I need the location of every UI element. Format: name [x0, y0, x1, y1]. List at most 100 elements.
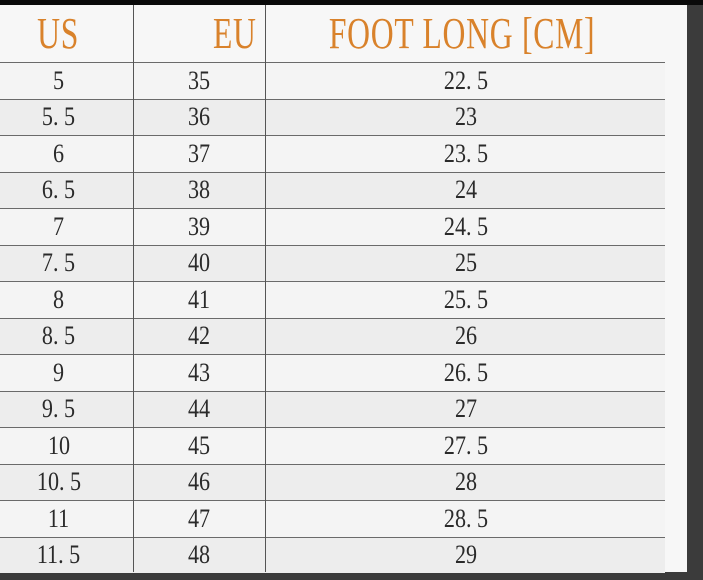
cell-text: 48	[187, 540, 211, 570]
cell-text: 39	[187, 211, 211, 241]
cell-text: 25. 5	[443, 284, 488, 314]
cell-text: 6	[52, 138, 65, 168]
cell-text: 35	[187, 65, 211, 95]
cell-eu: 42	[133, 319, 265, 355]
top-border	[0, 0, 703, 5]
cell-text: 7. 5	[41, 248, 76, 278]
cell-foot-length: 24. 5	[266, 209, 665, 245]
cell-eu: 37	[133, 136, 265, 172]
cell-foot-length: 28. 5	[266, 501, 665, 537]
table-row: 7 39 24. 5	[0, 208, 665, 245]
cell-text: 24	[454, 175, 477, 205]
cell-eu: 39	[133, 209, 265, 245]
cell-eu: 36	[133, 100, 265, 136]
cell-text: 11. 5	[36, 540, 81, 570]
table-row: 6. 5 38 24	[0, 171, 665, 209]
cell-text: 25	[454, 248, 477, 278]
cell-text: 9	[52, 357, 65, 387]
cell-text: 8. 5	[41, 321, 76, 351]
cell-text: 10. 5	[36, 467, 81, 497]
cell-us: 9. 5	[0, 392, 117, 428]
cell-foot-length: 23. 5	[266, 136, 665, 172]
table-row: 8 41 25. 5	[0, 281, 665, 318]
cell-foot-length: 25. 5	[266, 282, 665, 318]
cell-text: 24. 5	[443, 211, 488, 241]
table-row: 11. 5 48 29	[0, 536, 665, 574]
column-divider	[133, 5, 134, 572]
table-row: 9 43 26. 5	[0, 354, 665, 391]
table-row: 8. 5 42 26	[0, 317, 665, 355]
cell-foot-length: 24	[266, 173, 665, 209]
cell-us: 7. 5	[0, 246, 117, 282]
cell-text: 23	[454, 102, 477, 132]
cell-eu: 47	[133, 501, 265, 537]
cell-text: 10	[47, 430, 70, 460]
cell-us: 8	[0, 282, 117, 318]
cell-text: 22. 5	[443, 65, 488, 95]
cell-text: 36	[187, 102, 211, 132]
cell-eu: 35	[133, 63, 265, 99]
cell-text: 26. 5	[443, 357, 488, 387]
table-row: 9. 5 44 27	[0, 390, 665, 428]
cell-text: 5	[52, 65, 65, 95]
cell-text: 47	[187, 503, 211, 533]
cell-text: 26	[454, 321, 477, 351]
table-row: 5. 5 36 23	[0, 98, 665, 136]
cell-us: 10	[0, 428, 117, 464]
cell-eu: 44	[133, 392, 265, 428]
cell-foot-length: 23	[266, 100, 665, 136]
cell-text: 40	[187, 248, 211, 278]
cell-text: 43	[187, 357, 211, 387]
cell-us: 6	[0, 136, 117, 172]
cell-foot-length: 27	[266, 392, 665, 428]
cell-us: 5	[0, 63, 117, 99]
cell-text: 27. 5	[443, 430, 488, 460]
cell-eu: 45	[133, 428, 265, 464]
cell-foot-length: 29	[266, 538, 665, 574]
size-table-body: 5 35 22. 5 5. 5 36 23 6 37 23. 5 6. 5 38 24 7 39 24. 5…	[0, 62, 665, 573]
cell-text: 23. 5	[443, 138, 488, 168]
cell-text: 46	[187, 467, 211, 497]
header-us: US	[37, 9, 80, 58]
cell-foot-length: 27. 5	[266, 428, 665, 464]
cell-eu: 38	[133, 173, 265, 209]
cell-text: 9. 5	[41, 394, 76, 424]
cell-eu: 43	[133, 355, 265, 391]
cell-text: 28	[454, 467, 477, 497]
cell-us: 6. 5	[0, 173, 117, 209]
table-row: 10. 5 46 28	[0, 463, 665, 501]
cell-text: 27	[454, 394, 477, 424]
cell-us: 5. 5	[0, 100, 117, 136]
column-divider	[265, 5, 266, 572]
cell-us: 10. 5	[0, 465, 117, 501]
cell-us: 9	[0, 355, 117, 391]
cell-us: 8. 5	[0, 319, 117, 355]
cell-foot-length: 28	[266, 465, 665, 501]
cell-text: 11	[47, 503, 70, 533]
cell-text: 45	[187, 430, 211, 460]
table-row: 11 47 28. 5	[0, 500, 665, 537]
cell-text: 29	[454, 540, 477, 570]
cell-eu: 46	[133, 465, 265, 501]
table-row: 6 37 23. 5	[0, 135, 665, 172]
cell-text: 41	[187, 284, 211, 314]
cell-eu: 40	[133, 246, 265, 282]
cell-text: 6. 5	[41, 175, 76, 205]
cell-foot-length: 26. 5	[266, 355, 665, 391]
cell-eu: 48	[133, 538, 265, 574]
header-eu: EU	[213, 9, 257, 58]
cell-text: 5. 5	[41, 102, 76, 132]
cell-foot-length: 26	[266, 319, 665, 355]
cell-text: 28. 5	[443, 503, 488, 533]
cell-eu: 41	[133, 282, 265, 318]
cell-us: 11. 5	[0, 538, 117, 574]
header-foot-length: FOOT LONG [CM]	[328, 9, 596, 58]
cell-us: 11	[0, 501, 117, 537]
cell-text: 42	[187, 321, 211, 351]
cell-foot-length: 22. 5	[266, 63, 665, 99]
cell-text: 44	[187, 394, 211, 424]
table-row: 10 45 27. 5	[0, 427, 665, 464]
cell-us: 7	[0, 209, 117, 245]
cell-foot-length: 25	[266, 246, 665, 282]
table-row: 5 35 22. 5	[0, 62, 665, 99]
